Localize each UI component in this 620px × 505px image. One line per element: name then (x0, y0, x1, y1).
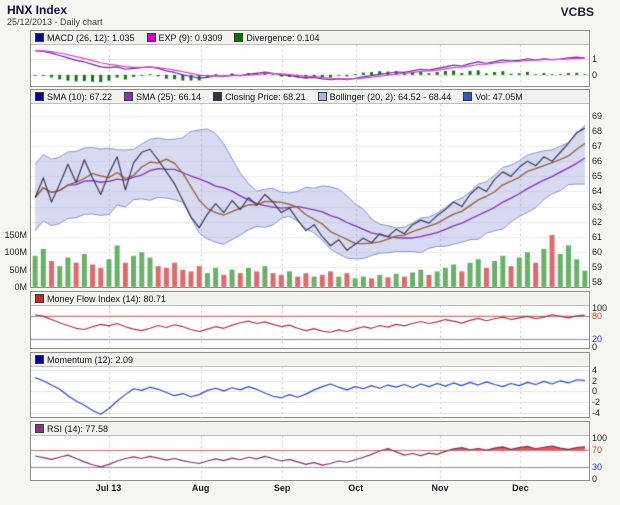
y-axis-label: 60 (592, 246, 603, 257)
y-axis-label: -4 (592, 407, 601, 418)
y-axis-label: 61 (592, 231, 603, 242)
x-axis-label: Sep (273, 483, 291, 493)
macd-legend: MACD (26, 12): 1.035 EXP (9): 0.9309 Div… (31, 31, 589, 45)
sma25-swatch-icon (124, 92, 134, 101)
momentum-chart-canvas (31, 367, 589, 418)
y-axis-label: 50M (9, 264, 27, 275)
legend-item: Bollinger (20, 2): 64.52 - 68.44 (317, 91, 452, 102)
y-axis-label: 68 (592, 126, 603, 137)
rsi-panel: RSI (14): 77.58 (30, 421, 590, 481)
y-axis-label: 70 (592, 445, 603, 456)
x-axis-label: Nov (431, 483, 449, 493)
chart-title: HNX Index (7, 3, 68, 17)
price-panel: SMA (10): 67.22 SMA (25): 66.14 Closing … (30, 89, 590, 288)
chart-subtitle: 25/12/2013 - Daily chart (7, 17, 103, 27)
rsi-swatch-icon (35, 424, 44, 433)
bollinger-swatch-icon (317, 92, 327, 101)
y-axis-label: 0M (14, 282, 27, 292)
y-axis-label: 100M (4, 247, 27, 258)
legend-label: MACD (26, 12): 1.035 (47, 32, 135, 43)
y-axis-label: 59 (592, 261, 603, 272)
macd-panel: MACD (26, 12): 1.035 EXP (9): 0.9309 Div… (30, 30, 590, 87)
x-axis-label: Jul 13 (95, 483, 122, 493)
y-axis-label: -2 (592, 397, 601, 408)
close-swatch-icon (213, 92, 223, 101)
y-axis-label: 65 (592, 171, 603, 182)
legend-label: SMA (25): 66.14 (136, 91, 202, 102)
y-axis-label: 150M (4, 230, 27, 240)
y-axis-label: 4 (592, 365, 598, 376)
legend-item: Momentum (12): 2.09 (35, 355, 133, 365)
momentum-swatch-icon (35, 355, 44, 364)
macd-swatch-icon (35, 33, 44, 42)
y-axis-label: 64 (592, 186, 603, 197)
x-axis-label: Oct (348, 483, 364, 493)
legend-item: RSI (14): 77.58 (35, 424, 108, 434)
y-axis-label: 0 (592, 342, 598, 353)
legend-label: Closing Price: 68.21 (225, 91, 306, 102)
mfi-panel: Money Flow Index (14): 80.71 (30, 291, 590, 349)
y-axis-label: 100 (592, 302, 608, 313)
macd-chart-canvas (31, 45, 589, 87)
y-axis-label: 1 (592, 53, 598, 64)
momentum-legend: Momentum (12): 2.09 (31, 353, 589, 367)
legend-label: Divergence: 0.104 (246, 32, 320, 43)
y-axis-label: 0 (592, 474, 598, 485)
legend-label: Bollinger (20, 2): 64.52 - 68.44 (329, 91, 452, 102)
mfi-legend: Money Flow Index (14): 80.71 (31, 292, 589, 306)
legend-label: SMA (10): 67.22 (47, 91, 113, 102)
legend-label: EXP (9): 0.9309 (158, 32, 223, 43)
y-axis-label: 80 (592, 310, 603, 321)
y-axis-label: 62 (592, 216, 603, 227)
legend-item: SMA (25): 66.14 (124, 92, 201, 102)
y-axis-label: 2 (592, 375, 598, 386)
y-axis-label: 69 (592, 111, 603, 122)
y-axis-label: 0 (592, 69, 598, 80)
legend-item: SMA (10): 67.22 (35, 92, 112, 102)
momentum-panel: Momentum (12): 2.09 (30, 352, 590, 418)
y-axis-label: 30 (592, 461, 603, 472)
rsi-legend: RSI (14): 77.58 (31, 422, 589, 436)
mfi-swatch-icon (35, 294, 44, 303)
legend-item: MACD (26, 12): 1.035 (35, 33, 135, 43)
legend-label: Vol: 47.05M (475, 91, 523, 102)
y-axis-label: 58 (592, 276, 603, 287)
sma10-swatch-icon (35, 92, 44, 101)
y-axis-label: 0 (592, 386, 598, 397)
brand-logo: VCBS (560, 5, 594, 19)
legend-label: Money Flow Index (14): 80.71 (47, 293, 167, 304)
legend-label: Momentum (12): 2.09 (47, 354, 134, 365)
legend-label: RSI (14): 77.58 (47, 423, 109, 434)
legend-item: Closing Price: 68.21 (213, 92, 306, 102)
price-legend: SMA (10): 67.22 SMA (25): 66.14 Closing … (31, 90, 589, 104)
y-axis-label: 66 (592, 156, 603, 167)
legend-item: EXP (9): 0.9309 (146, 32, 223, 43)
x-axis-label: Aug (191, 483, 210, 493)
y-axis-label: 63 (592, 201, 603, 212)
y-axis-label: 67 (592, 141, 603, 152)
mfi-chart-canvas (31, 306, 589, 349)
exp-swatch-icon (146, 33, 156, 42)
y-axis-label: 100 (592, 432, 608, 443)
rsi-chart-canvas (31, 436, 589, 481)
divergence-swatch-icon (234, 33, 244, 42)
legend-item: Divergence: 0.104 (234, 33, 319, 43)
legend-item: Money Flow Index (14): 80.71 (35, 294, 166, 304)
x-axis-label: Dec (512, 483, 529, 493)
volume-swatch-icon (463, 92, 473, 101)
price-chart-canvas (31, 104, 589, 288)
y-axis-label: 20 (592, 334, 603, 345)
legend-item: Vol: 47.05M (463, 92, 523, 102)
